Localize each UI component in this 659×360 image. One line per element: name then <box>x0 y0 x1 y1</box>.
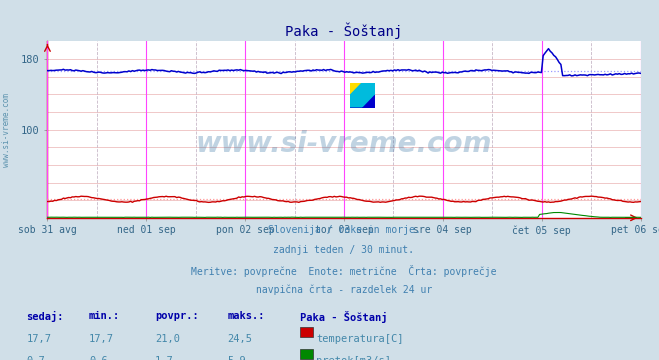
Text: 17,7: 17,7 <box>26 334 51 344</box>
Text: 1,7: 1,7 <box>155 356 173 360</box>
Text: maks.:: maks.: <box>227 311 265 321</box>
Text: 21,0: 21,0 <box>155 334 180 344</box>
Text: 0,6: 0,6 <box>89 356 107 360</box>
Polygon shape <box>350 82 362 95</box>
Text: pretok[m3/s]: pretok[m3/s] <box>316 356 391 360</box>
Text: Slovenija / reke in morje.: Slovenija / reke in morje. <box>268 225 420 235</box>
Text: Paka - Šoštanj: Paka - Šoštanj <box>300 311 387 323</box>
Text: 24,5: 24,5 <box>227 334 252 344</box>
Text: 0,7: 0,7 <box>26 356 45 360</box>
Text: sedaj:: sedaj: <box>26 311 64 323</box>
Text: povpr.:: povpr.: <box>155 311 198 321</box>
Text: Meritve: povprečne  Enote: metrične  Črta: povprečje: Meritve: povprečne Enote: metrične Črta:… <box>191 265 497 276</box>
Text: 17,7: 17,7 <box>89 334 114 344</box>
Text: www.si-vreme.com: www.si-vreme.com <box>2 93 11 167</box>
Polygon shape <box>350 82 375 108</box>
Title: Paka - Šoštanj: Paka - Šoštanj <box>285 22 403 39</box>
Text: temperatura[C]: temperatura[C] <box>316 334 404 344</box>
Polygon shape <box>350 95 375 108</box>
Text: zadnji teden / 30 minut.: zadnji teden / 30 minut. <box>273 245 415 255</box>
Text: navpična črta - razdelek 24 ur: navpična črta - razdelek 24 ur <box>256 284 432 295</box>
Text: www.si-vreme.com: www.si-vreme.com <box>196 130 492 158</box>
Text: min.:: min.: <box>89 311 120 321</box>
Text: 5,9: 5,9 <box>227 356 246 360</box>
